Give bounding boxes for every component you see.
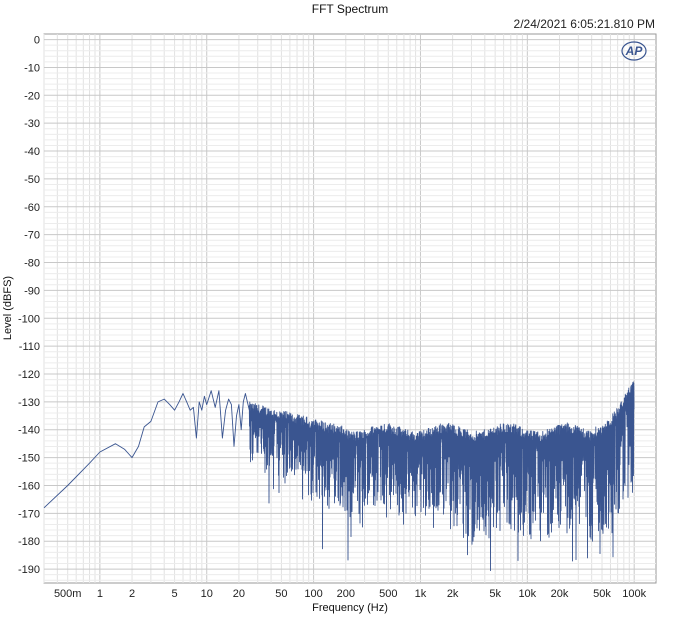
x-tick-label: 1: [97, 588, 103, 600]
y-tick-label: -110: [19, 341, 40, 353]
y-tick-label: -170: [18, 508, 40, 520]
x-tick-label: 1k: [415, 588, 427, 600]
x-tick-label: 2: [129, 588, 135, 600]
y-tick-label: -20: [24, 90, 40, 102]
x-axis-title: Frequency (Hz): [312, 602, 388, 614]
y-tick-label: -190: [18, 564, 40, 576]
y-tick-label: -150: [18, 453, 40, 465]
y-tick-label: -90: [24, 285, 40, 297]
y-tick-label: -30: [24, 118, 40, 130]
x-tick-label: 100k: [622, 588, 646, 600]
timestamp: 2/24/2021 6:05:21.810 PM: [514, 17, 655, 31]
y-tick-label: -60: [24, 202, 40, 214]
x-tick-label: 5: [172, 588, 178, 600]
x-tick-label: 20k: [551, 588, 569, 600]
y-tick-label: -70: [24, 230, 40, 242]
x-tick-label: 20: [233, 588, 245, 600]
y-tick-label: -100: [18, 313, 40, 325]
series-layer: [43, 381, 635, 572]
x-tick-label: 50: [275, 588, 287, 600]
x-tick-label: 2k: [447, 588, 459, 600]
y-tick-label: 0: [34, 35, 40, 47]
x-tick-label: 500: [379, 588, 397, 600]
y-tick-label: -80: [24, 258, 40, 270]
spectrum-line: [43, 381, 635, 572]
x-tick-label: 100: [304, 588, 322, 600]
y-tick-label: -180: [18, 536, 40, 548]
chart-title: FFT Spectrum: [312, 2, 388, 16]
x-tick-label: 5k: [489, 588, 501, 600]
y-tick-label: -160: [18, 480, 40, 492]
y-tick-label: -50: [24, 174, 40, 186]
tick-labels: 500m 1 2 5 10 20 50 100 200 500 1k 2k 5k 10k 20k 50k 100…: [18, 35, 647, 600]
y-tick-label: -130: [18, 397, 40, 409]
y-tick-label: -10: [24, 62, 40, 74]
x-tick-label: 200: [337, 588, 355, 600]
y-axis-title: Level (dBFS): [2, 276, 14, 340]
x-tick-label: 10k: [518, 588, 536, 600]
x-tick-label: 50k: [593, 588, 611, 600]
x-tick-label: 10: [201, 588, 213, 600]
y-tick-label: -40: [24, 146, 40, 158]
y-tick-label: -140: [18, 425, 40, 437]
y-tick-label: -120: [18, 369, 40, 381]
ap-logo-text: AP: [625, 44, 644, 58]
ap-logo-icon: AP: [621, 41, 647, 61]
x-tick-label: 500m: [54, 588, 82, 600]
